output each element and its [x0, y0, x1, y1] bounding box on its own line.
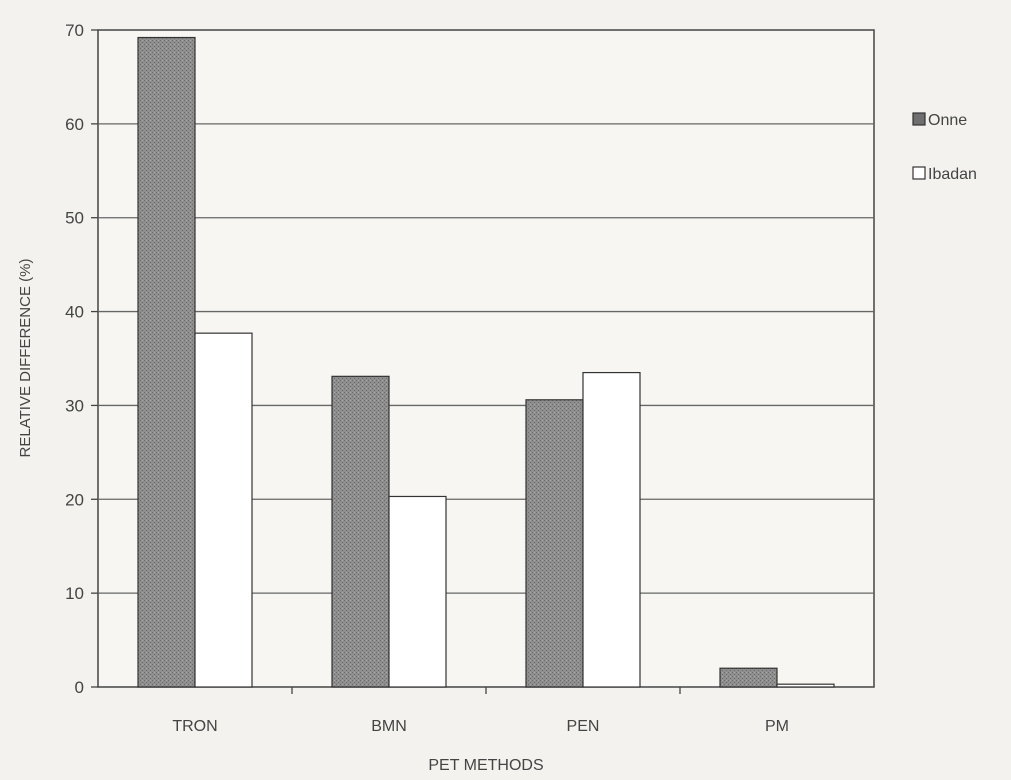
y-tick-label: 50: [65, 209, 84, 228]
bar-ibadan-bmn: [388, 495, 447, 688]
legend-swatch-ibadan: [912, 166, 926, 180]
y-tick-label: 0: [75, 678, 84, 697]
x-axis-ticks: TRON BMN PEN PM: [172, 687, 789, 735]
legend-label-ibadan: Ibadan: [928, 166, 977, 183]
bar-onne-tron: [137, 36, 196, 688]
bar-onne-bmn: [331, 375, 390, 688]
bar-ibadan-pen: [582, 371, 641, 688]
y-tick-label: 30: [65, 396, 84, 415]
legend-label-onne: Onne: [928, 112, 967, 129]
x-tick-label: BMN: [371, 718, 407, 735]
y-tick-label: 70: [65, 21, 84, 40]
bar-ibadan-tron: [194, 332, 253, 688]
bar-ibadan-pm: [776, 683, 835, 688]
legend: Onne Ibadan: [912, 112, 977, 183]
x-tick-label: PEN: [567, 718, 600, 735]
x-tick-label: PM: [765, 718, 789, 735]
y-tick-label: 10: [65, 584, 84, 603]
x-axis-label: PET METHODS: [428, 757, 543, 774]
bar-onne-pm: [719, 667, 778, 688]
legend-swatch-onne: [912, 112, 926, 126]
bar-onne-pen: [525, 399, 584, 688]
y-tick-label: 40: [65, 303, 84, 322]
y-axis-label: RELATIVE DIFFERENCE (%): [17, 259, 34, 458]
y-axis-ticks: 0 10 20 30 40 50 60 70: [65, 21, 98, 697]
x-tick-label: TRON: [172, 718, 217, 735]
y-tick-label: 60: [65, 115, 84, 134]
y-tick-label: 20: [65, 490, 84, 509]
bars: [137, 36, 835, 688]
